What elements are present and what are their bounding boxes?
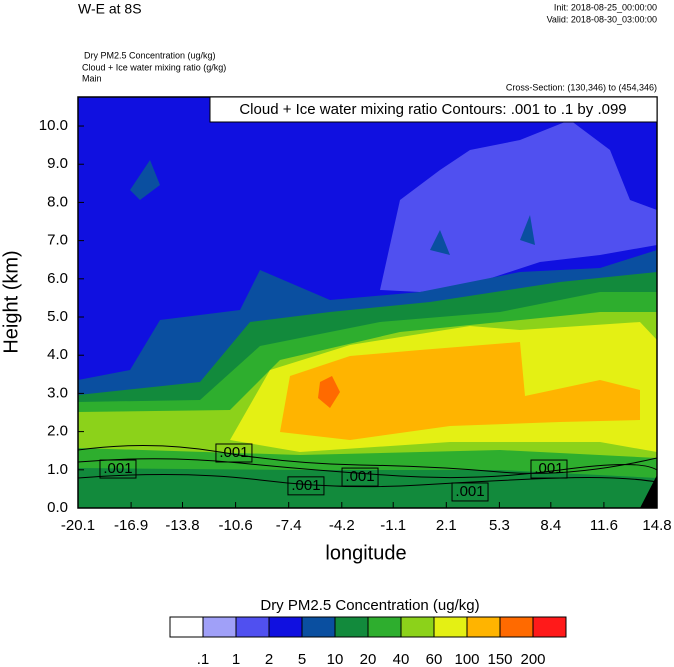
y-tick-label: 3.0 [47,384,68,401]
colorbar-label: 20 [360,651,377,667]
contour-label-box [530,459,568,479]
x-tick-label: -16.9 [114,517,148,534]
contour-note: Cloud + Ice water mixing ratio Contours:… [239,101,626,118]
colorbar-label: 2 [265,651,273,667]
colorbar-label: 100 [454,651,479,667]
filled-contours [78,97,657,508]
cross-section: Cross-Section: (130,346) to (454,346) [506,82,657,92]
contour-label: .001 [534,460,563,477]
colorbar-label: 60 [426,651,443,667]
colorbar-label: 10 [327,651,344,667]
contour-note-box [209,96,658,123]
contour-label: .001 [219,444,248,461]
subtitle: Cloud + Ice water mixing ratio (g/kg) [82,62,226,72]
x-tick-label: -4.2 [329,517,355,534]
contour-label: .001 [103,460,132,477]
x-tick-label: 8.4 [540,517,561,534]
colorbar-cell [169,616,204,638]
colorbar-cell [367,616,402,638]
colorbar-cell [466,616,501,638]
y-tick-label: 5.0 [47,308,68,325]
contour-label-box [341,467,379,487]
y-axis-label: Height (km) [0,250,22,353]
y-tick-label: 9.0 [47,155,68,172]
colorbar-cell [301,616,336,638]
x-tick-label: 2.1 [436,517,457,534]
x-tick-label: 5.3 [489,517,510,534]
valid-time: Valid: 2018-08-30_03:00:00 [547,14,657,24]
contour-label-box [451,482,489,502]
subtitle: Main [82,73,102,83]
colorbar-cell [268,616,303,638]
x-tick-label: -13.8 [165,517,199,534]
x-tick-label: -20.1 [61,517,95,534]
chart-title: W-E at 8S [78,1,142,17]
colorbar-label: .1 [197,651,210,667]
y-tick-label: 8.0 [47,193,68,210]
colorbar-cell [499,616,534,638]
colorbar-cell [334,616,369,638]
x-tick-label: 14.8 [642,517,671,534]
colorbar-label: 1 [232,651,240,667]
colorbar-label: 150 [487,651,512,667]
colorbar-cell [433,616,468,638]
contour-label: .001 [455,483,484,500]
contour-label: .001 [345,468,374,485]
colorbar-cell [202,616,237,638]
contour-label: .001 [291,477,320,494]
colorbar-label: 40 [393,651,410,667]
colorbar-title: Dry PM2.5 Concentration (ug/kg) [260,597,479,614]
colorbar-cell [400,616,435,638]
x-tick-label: -10.6 [219,517,253,534]
colorbar-cell [532,616,567,638]
x-tick-label: -1.1 [380,517,406,534]
init-time: Init: 2018-08-25_00:00:00 [554,2,657,12]
y-tick-label: 6.0 [47,270,68,287]
y-tick-label: 10.0 [39,117,68,134]
subtitle: Dry PM2.5 Concentration (ug/kg) [84,50,216,60]
x-axis-label: longitude [325,542,406,564]
y-tick-label: 0.0 [47,499,68,516]
colorbar-cell [235,616,270,638]
contour-label-box [99,459,137,479]
y-tick-label: 2.0 [47,423,68,440]
contour-label-box [215,443,253,463]
colorbar-label: 5 [298,651,306,667]
y-tick-label: 1.0 [47,461,68,478]
colorbar-label: 200 [520,651,545,667]
y-tick-label: 7.0 [47,232,68,249]
y-tick-label: 4.0 [47,346,68,363]
x-tick-label: -7.4 [276,517,302,534]
contour-label-box [287,476,325,496]
x-tick-label: 11.6 [590,517,618,534]
